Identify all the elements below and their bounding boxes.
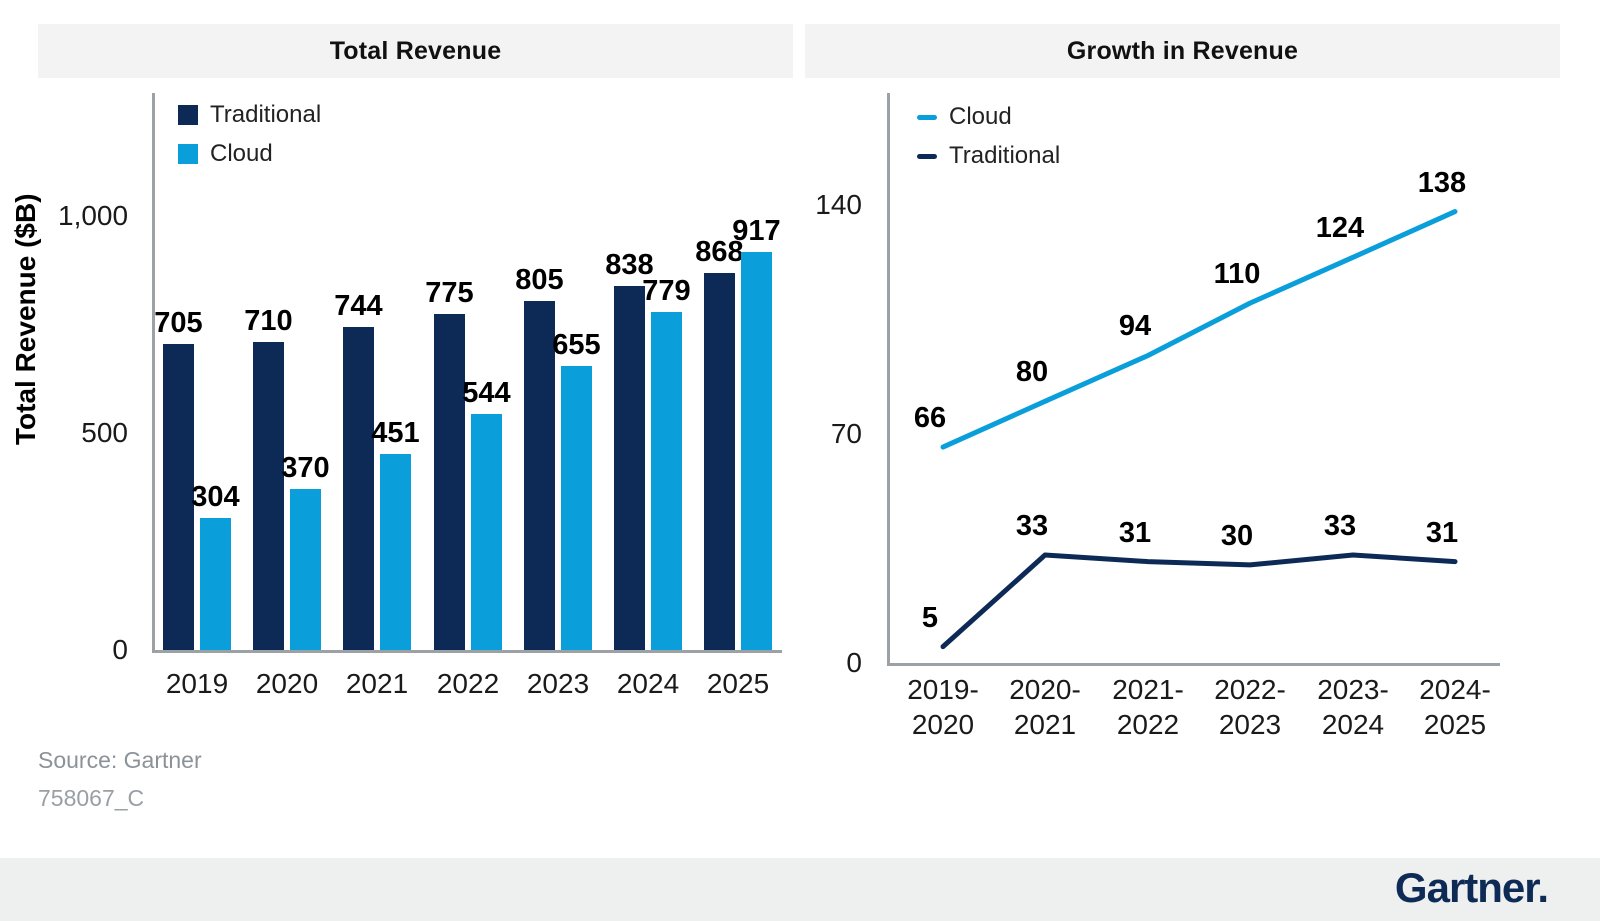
bar-y-tick-label: 0 (112, 634, 128, 665)
line-value-label: 33 (1015, 510, 1049, 543)
bar-value-label: 868 (695, 236, 744, 268)
left-chart-x-axis (152, 650, 782, 653)
line-value-label: 33 (1323, 510, 1357, 543)
bar-x-tick-label: 2023 (526, 668, 590, 699)
bar-value-label: 304 (191, 481, 240, 513)
gartner-logo: Gartner. (1394, 864, 1549, 911)
left-chart-y-axis-title: Total Revenue ($B) (10, 193, 41, 445)
bar-value-label: 779 (642, 275, 691, 307)
line-y-tick-label: 70 (830, 418, 862, 449)
bar-traditional-2023 (524, 301, 555, 650)
bar-x-tick-label: 2019 (165, 668, 229, 699)
line-x-tick-label: 2023- 2024 (1317, 674, 1389, 740)
right-chart-x-axis (887, 663, 1500, 666)
cloud-swatch-icon (178, 144, 198, 164)
line-value-label: 5 (921, 601, 939, 634)
right-chart-legend: Cloud Traditional (917, 103, 1060, 170)
traditional-swatch-icon (178, 105, 198, 125)
bar-value-label: 805 (515, 264, 564, 296)
legend-item-traditional: Traditional (178, 101, 321, 129)
bar-traditional-2024 (614, 286, 645, 650)
bar-traditional-2022 (434, 314, 465, 650)
bar-cloud-2020 (290, 489, 321, 650)
left-chart-y-axis (152, 93, 155, 650)
line-value-label: 94 (1118, 310, 1152, 343)
bar-value-label: 544 (462, 377, 511, 409)
bar-cloud-2019 (200, 518, 231, 650)
cloud-line (940, 209, 1458, 450)
line-value-label: 110 (1213, 258, 1261, 291)
legend-label-cloud: Cloud (210, 140, 273, 167)
bar-x-tick-label: 2025 (706, 668, 770, 699)
bar-cloud-2025 (741, 252, 772, 650)
left-chart-title: Total Revenue (38, 24, 793, 78)
bar-value-label: 705 (154, 307, 203, 339)
left-chart-legend: Traditional Cloud (178, 101, 321, 168)
legend-label-traditional-line: Traditional (949, 142, 1061, 169)
bar-value-label: 370 (281, 452, 330, 484)
bar-value-label: 775 (425, 277, 474, 309)
bar-cloud-2021 (380, 454, 411, 650)
bottom-strip (0, 858, 1600, 921)
cloud-line-swatch-icon (917, 114, 937, 120)
bar-value-label: 917 (732, 215, 781, 247)
bar-traditional-2020 (253, 342, 284, 650)
legend-label-traditional: Traditional (210, 101, 322, 128)
line-value-label: 80 (1015, 356, 1049, 389)
bar-value-label: 838 (605, 249, 654, 281)
legend-label-cloud-line: Cloud (949, 103, 1012, 130)
source-text: Source: Gartner (38, 747, 202, 773)
bar-value-label: 655 (552, 329, 601, 361)
bar-x-tick-label: 2021 (345, 668, 409, 699)
line-value-label: 31 (1425, 516, 1459, 549)
document-code: 758067_C (38, 785, 145, 811)
bar-traditional-2021 (343, 327, 374, 650)
right-chart-title: Growth in Revenue (805, 24, 1560, 78)
right-chart-y-axis (887, 93, 890, 663)
legend-item-traditional-line: Traditional (917, 142, 1060, 170)
legend-item-cloud: Cloud (178, 140, 321, 168)
line-x-tick-label: 2021- 2022 (1112, 674, 1184, 740)
line-value-label: 138 (1417, 166, 1467, 199)
line-value-label: 66 (913, 402, 947, 435)
line-x-tick-label: 2022- 2023 (1214, 674, 1286, 740)
bar-value-label: 451 (371, 417, 420, 449)
line-y-tick-label: 140 (815, 189, 862, 220)
line-x-tick-label: 2020- 2021 (1009, 674, 1081, 740)
bar-value-label: 744 (334, 290, 383, 322)
bar-y-tick-label: 500 (81, 417, 128, 448)
line-value-label: 124 (1315, 212, 1365, 245)
bar-x-tick-label: 2024 (616, 668, 680, 699)
bar-cloud-2022 (471, 414, 502, 650)
line-x-tick-label: 2019- 2020 (907, 674, 979, 740)
line-value-label: 31 (1118, 516, 1152, 549)
bar-cloud-2024 (651, 312, 682, 650)
bar-value-label: 710 (244, 305, 293, 337)
bar-x-tick-label: 2020 (255, 668, 319, 699)
traditional-line-swatch-icon (917, 153, 937, 159)
legend-item-cloud-line: Cloud (917, 103, 1060, 131)
line-value-label: 30 (1220, 519, 1254, 552)
line-x-tick-label: 2024- 2025 (1419, 674, 1491, 740)
bar-x-tick-label: 2022 (436, 668, 500, 699)
traditional-line (940, 552, 1458, 650)
bar-traditional-2025 (704, 273, 735, 650)
bar-traditional-2019 (163, 344, 194, 650)
bar-cloud-2023 (561, 366, 592, 650)
bar-y-tick-label: 1,000 (58, 200, 129, 231)
line-y-tick-label: 0 (846, 647, 862, 678)
